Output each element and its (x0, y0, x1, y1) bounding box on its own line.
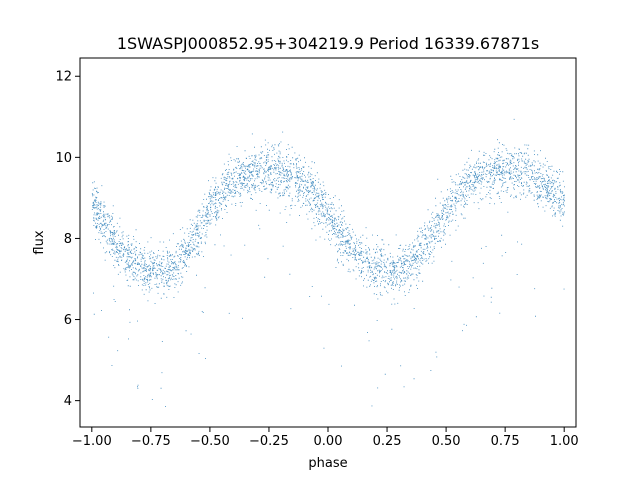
x-tick-label: −0.25 (249, 434, 289, 449)
chart-title: 1SWASPJ000852.95+304219.9 Period 16339.6… (117, 34, 539, 53)
x-tick-label: 0.50 (432, 434, 461, 449)
x-axis-label: phase (308, 456, 347, 471)
y-tick-label: 6 (64, 313, 72, 328)
x-tick-label: 0.25 (373, 434, 402, 449)
axis-ticks: −1.00 −0.75 −0.50 −0.25 0.00 0.25 0.50 0.75 1.00… (55, 70, 578, 449)
y-tick-label: 8 (64, 232, 72, 247)
plot-frame (79, 57, 577, 428)
y-axis-label: flux (32, 230, 47, 254)
x-tick-label: 1.00 (550, 434, 579, 449)
x-tick-label: 0.75 (491, 434, 520, 449)
x-tick-label: −0.75 (131, 434, 171, 449)
y-tick-label: 12 (55, 70, 72, 85)
x-tick-label: −1.00 (72, 434, 112, 449)
x-tick-label: −0.50 (190, 434, 230, 449)
x-tick-label: 0.00 (314, 434, 343, 449)
y-tick-label: 4 (64, 394, 72, 409)
y-tick-label: 10 (55, 151, 72, 166)
